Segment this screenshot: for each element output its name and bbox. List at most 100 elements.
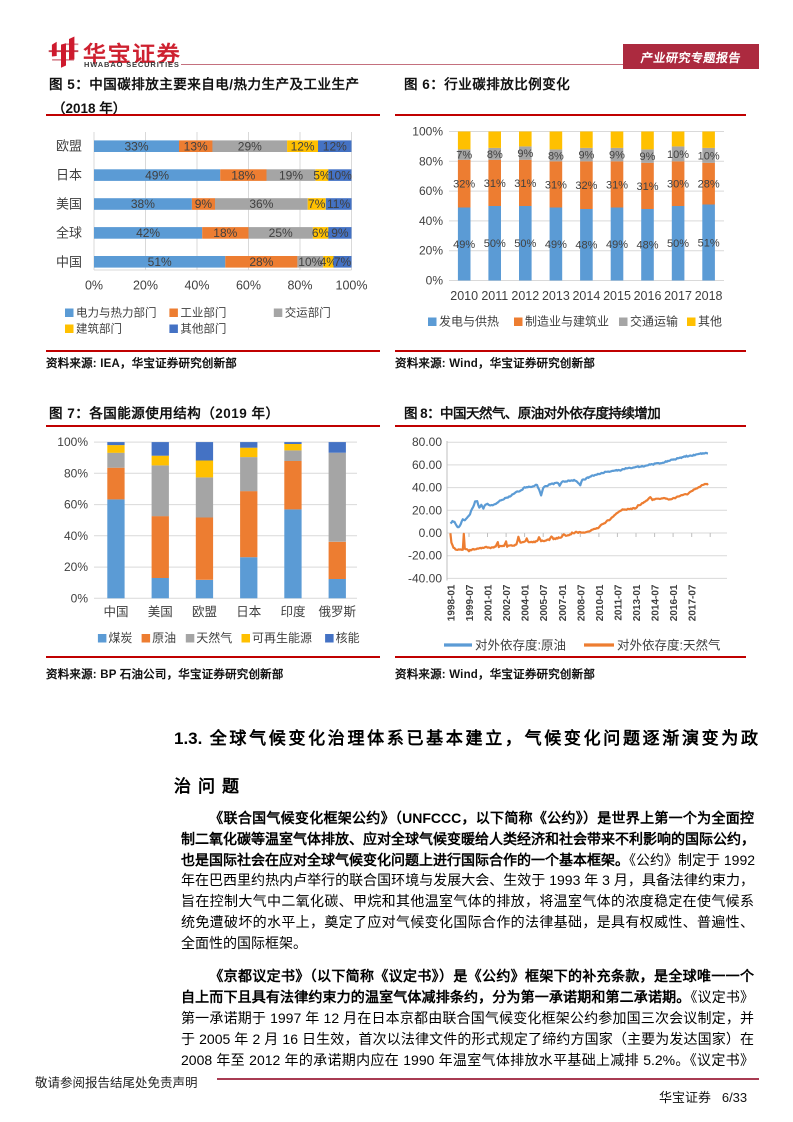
svg-text:25%: 25% xyxy=(269,226,293,240)
svg-text:工业部门: 工业部门 xyxy=(180,306,226,320)
svg-text:2010: 2010 xyxy=(450,289,478,303)
svg-text:2005-07: 2005-07 xyxy=(539,584,550,621)
svg-text:18%: 18% xyxy=(213,226,237,240)
svg-text:51%: 51% xyxy=(698,238,720,250)
svg-text:60%: 60% xyxy=(64,498,88,512)
svg-text:11%: 11% xyxy=(327,197,350,211)
svg-text:7%: 7% xyxy=(334,255,352,269)
svg-text:31%: 31% xyxy=(545,179,567,191)
svg-text:其他: 其他 xyxy=(698,315,722,329)
svg-text:发电与供热: 发电与供热 xyxy=(439,314,499,329)
svg-text:印度: 印度 xyxy=(280,604,306,619)
svg-text:2011: 2011 xyxy=(481,289,508,303)
svg-text:9%: 9% xyxy=(331,226,349,240)
svg-text:2002-07: 2002-07 xyxy=(502,584,513,621)
svg-text:80%: 80% xyxy=(287,279,312,293)
svg-text:美国: 美国 xyxy=(148,605,173,619)
svg-text:20%: 20% xyxy=(419,244,443,258)
svg-text:80.00: 80.00 xyxy=(412,435,442,449)
svg-text:欧盟: 欧盟 xyxy=(56,139,82,154)
svg-text:对外依存度:天然气: 对外依存度:天然气 xyxy=(617,638,721,653)
svg-text:2004-01: 2004-01 xyxy=(521,584,532,621)
svg-text:12%: 12% xyxy=(323,139,347,153)
svg-text:7%: 7% xyxy=(456,150,472,162)
svg-text:全球: 全球 xyxy=(56,225,82,240)
svg-text:8%: 8% xyxy=(487,149,503,161)
svg-text:日本: 日本 xyxy=(236,605,262,619)
svg-text:32%: 32% xyxy=(575,180,597,192)
svg-text:20%: 20% xyxy=(133,279,158,293)
svg-text:2017: 2017 xyxy=(664,289,692,303)
svg-text:80%: 80% xyxy=(64,466,88,480)
svg-text:28%: 28% xyxy=(698,179,720,191)
svg-text:-40.00: -40.00 xyxy=(408,571,442,585)
svg-text:80%: 80% xyxy=(419,154,443,168)
svg-text:40%: 40% xyxy=(419,214,443,228)
svg-text:50%: 50% xyxy=(667,238,689,250)
svg-text:美国: 美国 xyxy=(56,197,82,212)
svg-text:12%: 12% xyxy=(291,139,315,153)
svg-text:31%: 31% xyxy=(606,179,628,191)
svg-text:49%: 49% xyxy=(145,168,169,182)
svg-text:中国: 中国 xyxy=(56,254,82,269)
svg-text:33%: 33% xyxy=(124,139,148,153)
svg-text:6%: 6% xyxy=(312,226,330,240)
svg-text:40%: 40% xyxy=(64,529,88,543)
svg-text:20.00: 20.00 xyxy=(412,503,442,517)
svg-text:50%: 50% xyxy=(514,238,536,250)
svg-text:交运部门: 交运部门 xyxy=(285,306,331,320)
svg-text:29%: 29% xyxy=(238,139,262,153)
svg-text:60.00: 60.00 xyxy=(412,458,442,472)
svg-text:对外依存度:原油: 对外依存度:原油 xyxy=(475,638,566,653)
svg-text:2016: 2016 xyxy=(634,289,662,303)
svg-text:9%: 9% xyxy=(609,150,625,162)
svg-text:制造业与建筑业: 制造业与建筑业 xyxy=(525,314,609,329)
svg-text:40.00: 40.00 xyxy=(412,481,442,495)
svg-text:51%: 51% xyxy=(148,255,172,269)
svg-text:18%: 18% xyxy=(231,168,255,182)
svg-text:13%: 13% xyxy=(184,139,208,153)
svg-text:0%: 0% xyxy=(426,274,444,288)
svg-text:9%: 9% xyxy=(517,148,533,160)
svg-text:2014-07: 2014-07 xyxy=(651,584,662,621)
svg-text:2007-01: 2007-01 xyxy=(558,584,569,621)
svg-text:100%: 100% xyxy=(57,435,88,449)
svg-text:19%: 19% xyxy=(279,168,303,182)
svg-text:60%: 60% xyxy=(419,184,443,198)
svg-text:100%: 100% xyxy=(336,279,368,293)
svg-text:交通运输: 交通运输 xyxy=(630,314,678,329)
svg-text:10%: 10% xyxy=(698,150,720,162)
svg-text:31%: 31% xyxy=(514,178,536,190)
svg-text:中国: 中国 xyxy=(103,604,128,619)
svg-text:9%: 9% xyxy=(578,150,594,162)
svg-text:核能: 核能 xyxy=(336,631,360,645)
svg-text:7%: 7% xyxy=(308,197,326,211)
svg-text:20%: 20% xyxy=(64,560,88,574)
svg-text:2011-07: 2011-07 xyxy=(613,584,624,621)
svg-text:可再生能源: 可再生能源 xyxy=(252,631,312,645)
svg-text:48%: 48% xyxy=(636,240,658,252)
svg-text:2010-01: 2010-01 xyxy=(595,584,606,621)
svg-text:2014: 2014 xyxy=(572,289,600,303)
svg-text:40%: 40% xyxy=(184,279,209,293)
svg-text:36%: 36% xyxy=(249,197,273,211)
svg-text:建筑部门: 建筑部门 xyxy=(76,322,122,336)
svg-text:0%: 0% xyxy=(71,591,89,605)
svg-text:60%: 60% xyxy=(236,279,261,293)
svg-text:2016-01: 2016-01 xyxy=(669,584,680,621)
svg-text:100%: 100% xyxy=(412,125,443,139)
svg-text:2001-01: 2001-01 xyxy=(484,584,495,621)
svg-text:4%: 4% xyxy=(320,255,338,269)
svg-text:30%: 30% xyxy=(667,179,689,191)
svg-text:日本: 日本 xyxy=(56,168,82,183)
svg-text:欧盟: 欧盟 xyxy=(192,605,217,619)
svg-text:俄罗斯: 俄罗斯 xyxy=(318,605,356,619)
svg-text:10%: 10% xyxy=(328,168,352,182)
svg-text:1998-01: 1998-01 xyxy=(446,584,457,621)
svg-text:2015: 2015 xyxy=(603,289,631,303)
svg-text:0.00: 0.00 xyxy=(419,526,443,540)
svg-text:其他部门: 其他部门 xyxy=(180,322,226,336)
svg-text:48%: 48% xyxy=(575,240,597,252)
svg-text:49%: 49% xyxy=(606,239,628,251)
svg-text:49%: 49% xyxy=(453,239,475,251)
